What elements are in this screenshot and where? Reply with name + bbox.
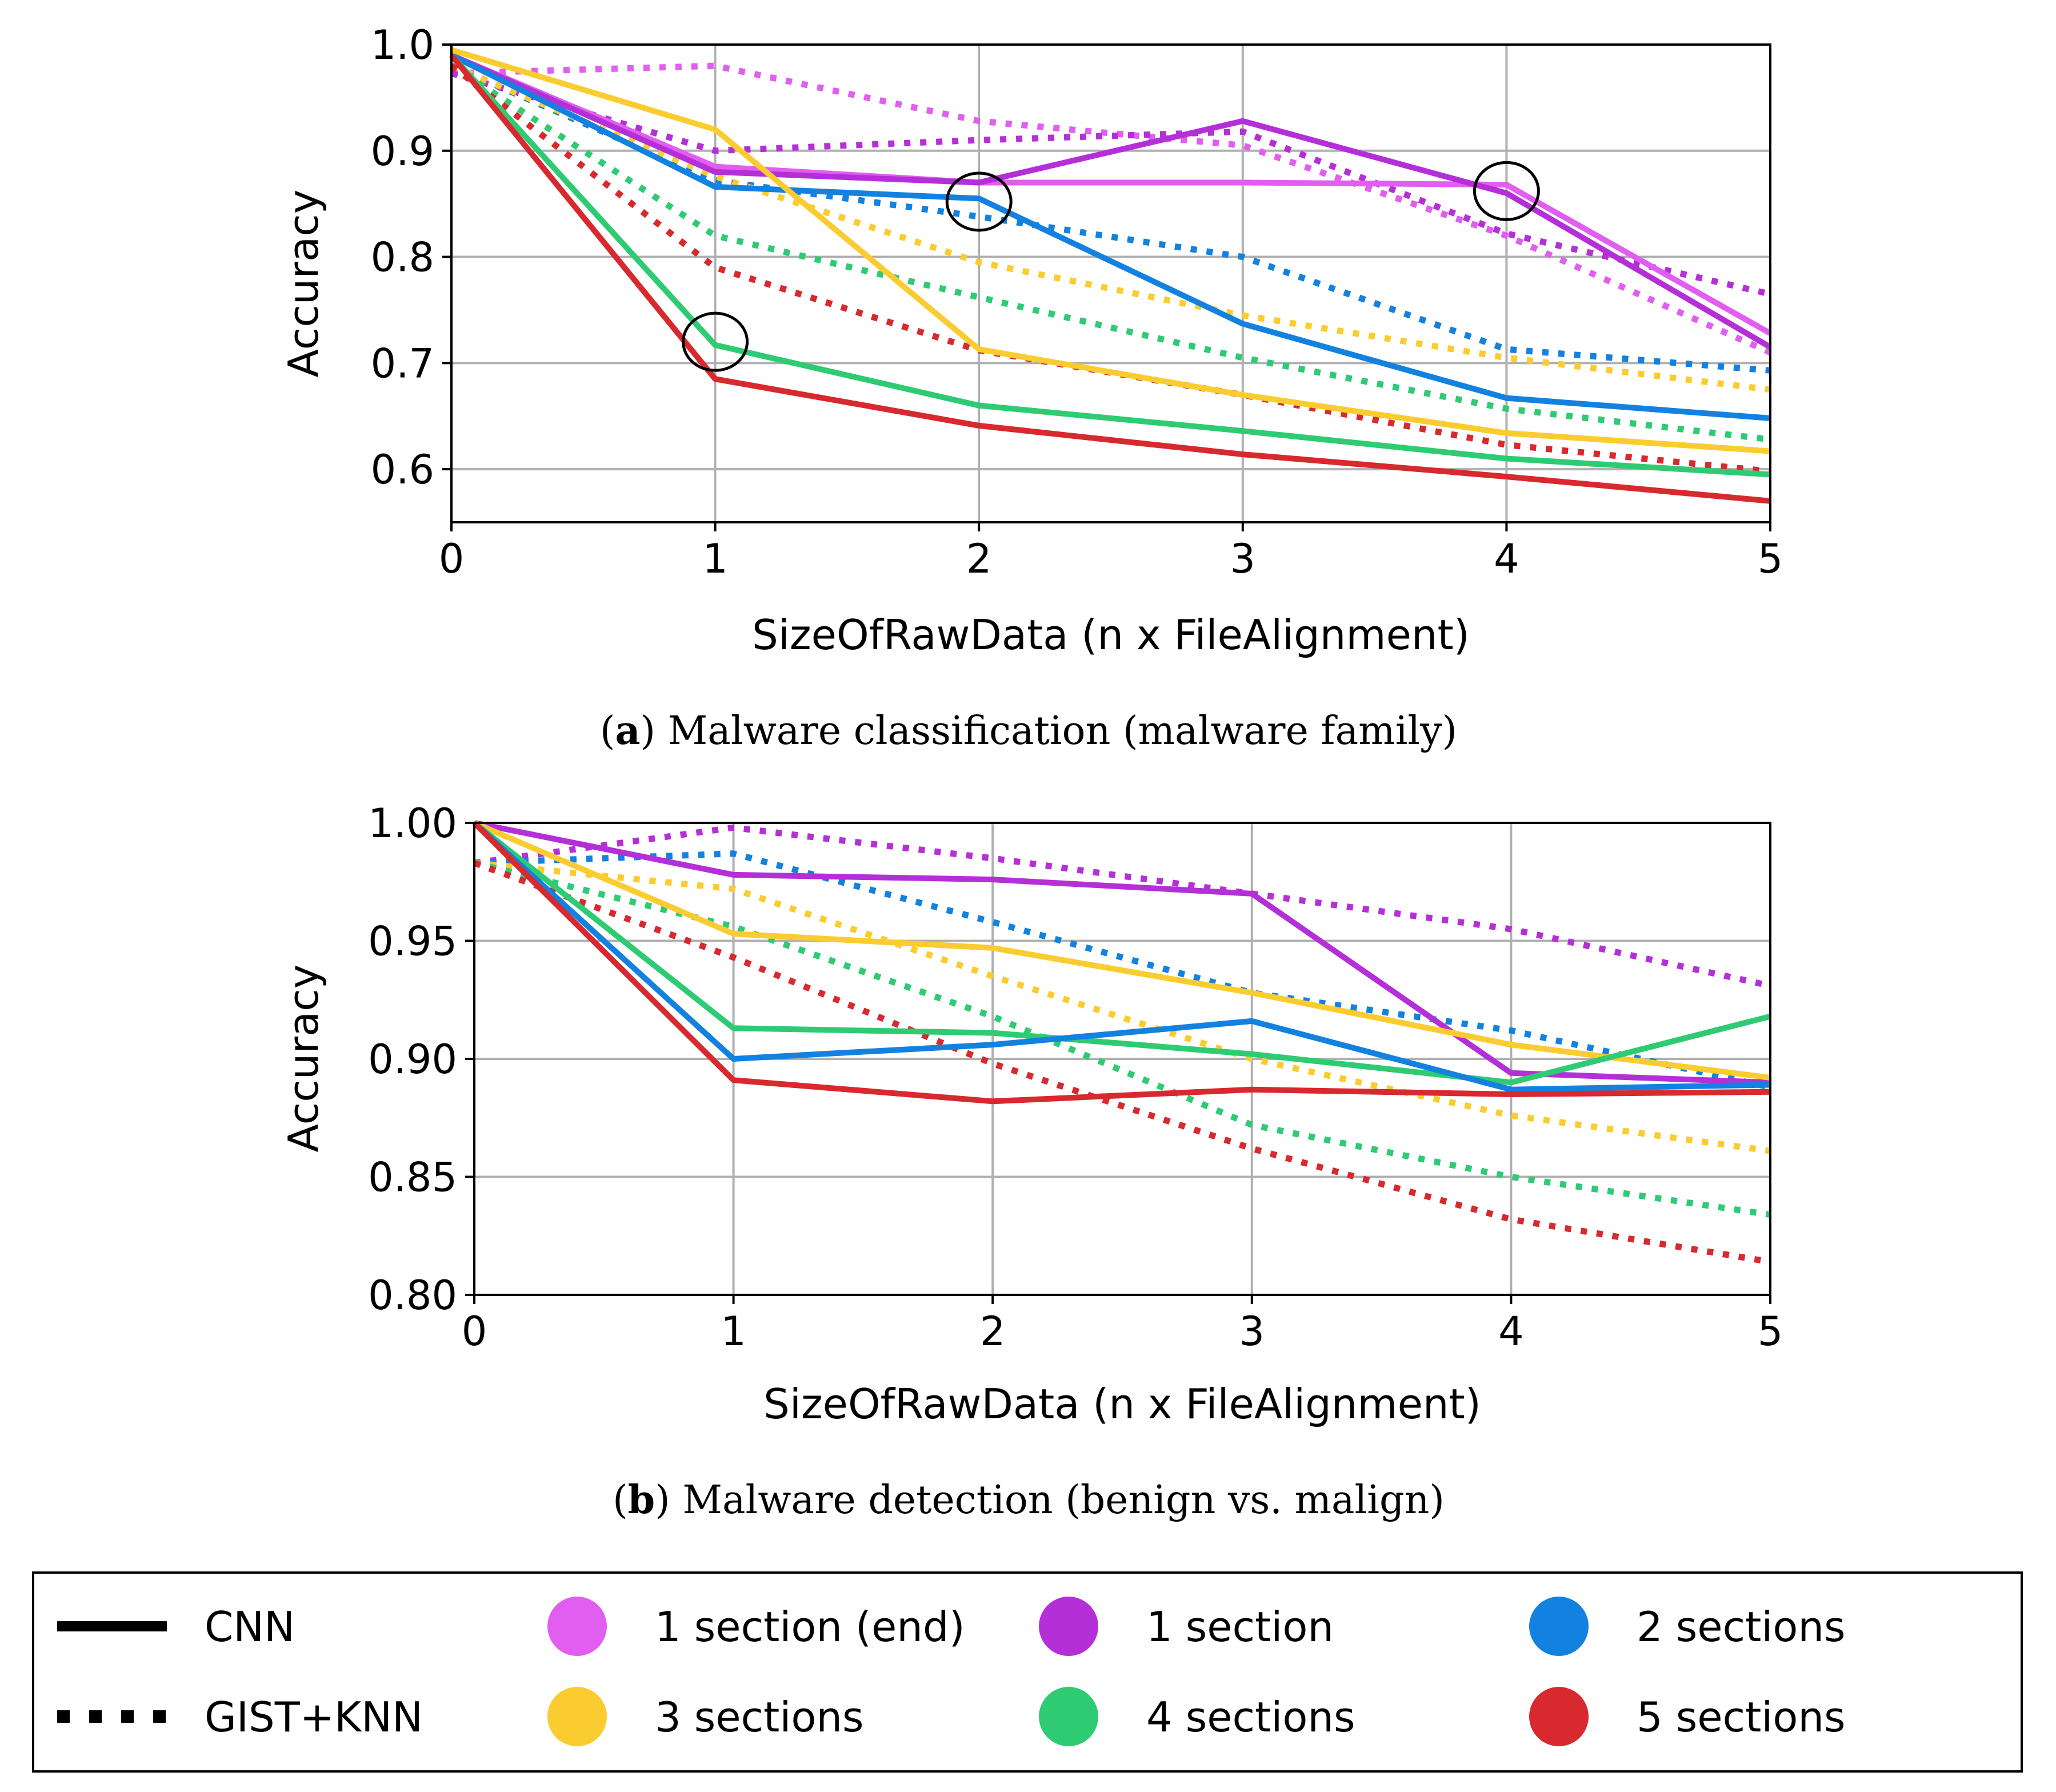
panel-b-line-cnn-4-sections (472, 821, 1771, 1086)
panel-a-line-cnn-1-section-end (450, 52, 1772, 336)
panel-a-caption-letter: a (615, 708, 640, 754)
panel-a-line-gist-knn-1-section-end (451, 62, 1772, 355)
panel-b-caption-text: Malware detection (benign vs. malign) (682, 1478, 1445, 1523)
panel-a-line-cnn-1-section (450, 53, 1772, 350)
panel-a-y-tick-label: 0.9 (371, 128, 434, 175)
legend-swatch-2-sections (1529, 1597, 1589, 1656)
panel-a-plot-frame (450, 43, 1771, 523)
panel-b-x-tick-label: 3 (1239, 1308, 1265, 1355)
panel-a-annotation-circle (1473, 161, 1540, 221)
panel-a-x-tick-label: 1 (702, 535, 728, 582)
panel-a-series-lines (449, 47, 1772, 504)
legend-swatch-1-section (1039, 1597, 1098, 1656)
panel-b-grid (473, 822, 1771, 1296)
panel-b-y-tick-label: 0.80 (368, 1272, 457, 1319)
legend-swatch-4-sections (1039, 1687, 1098, 1746)
panel-b-y-tick-label: 1.00 (368, 800, 457, 847)
panel-b-series-lines (472, 820, 1771, 1265)
panel-a-annotation-circle (945, 171, 1013, 232)
panel-b-y-tick-label: 0.95 (368, 918, 457, 965)
legend-label-3-sections: 3 sections (655, 1693, 864, 1741)
panel-a-caption: (a) Malware classification (malware fami… (600, 708, 1457, 754)
panel-a-x-axis-label: SizeOfRawData (n x FileAlignment) (752, 611, 1470, 659)
panel-b-x-tick-label: 4 (1498, 1308, 1524, 1355)
legend-cnn-label: CNN (205, 1603, 295, 1651)
legend-gist-knn-label: GIST+KNN (205, 1693, 423, 1741)
panel-b-caption-letter: b (628, 1477, 655, 1523)
panel-a-line-cnn-3-sections (450, 47, 1771, 454)
panel-a-y-tick-label: 0.7 (371, 340, 434, 387)
panel-b-x-tick-label: 2 (980, 1308, 1006, 1355)
panel-a-line-gist-knn-3-sections (450, 63, 1771, 393)
panel-a-x-tick-label: 3 (1230, 535, 1256, 582)
panel-b-y-tick-label: 0.90 (368, 1036, 457, 1083)
panel-b-y-tick-label: 0.85 (368, 1154, 457, 1201)
panel-b-line-cnn-5-sections (472, 821, 1771, 1105)
panel-a-y-axis-label: Accuracy (279, 190, 327, 378)
chart-panel-b: 0 1 2 3 4 5 0.80 0.85 0.90 0.95 1.00 SizeOfRawData… (279, 800, 1783, 1523)
panel-b-x-tick-label: 0 (462, 1308, 487, 1355)
legend-swatch-1-section-end (547, 1597, 607, 1656)
panel-a-line-gist-knn-1-section (450, 70, 1771, 297)
legend: CNN GIST+KNN 1 section (end) 1 section 2… (32, 1571, 2023, 1773)
panel-a-x-tick-label: 2 (966, 535, 992, 582)
panel-b-x-tick-label: 5 (1758, 1308, 1783, 1355)
panel-b-line-gist-knn-1-section (474, 824, 1771, 989)
panel-a-line-cnn-2-sections (450, 53, 1771, 421)
panel-a-y-tick-label: 1.0 (371, 22, 434, 69)
panel-a-x-tick-label: 4 (1494, 535, 1519, 582)
panel-a-line-cnn-4-sections (449, 53, 1771, 478)
panel-a-ticks: 0 1 2 3 4 5 0.6 0.7 0.8 0.9 1.0 (371, 22, 1783, 582)
panel-b-line-cnn-3-sections (473, 820, 1771, 1081)
panel-a-line-gist-knn-4-sections (450, 63, 1771, 443)
legend-label-1-section: 1 section (1146, 1603, 1334, 1651)
legend-label-2-sections: 2 sections (1637, 1603, 1846, 1651)
panel-b-x-tick-label: 1 (721, 1308, 746, 1355)
panel-b-y-axis-label: Accuracy (279, 965, 327, 1153)
legend-swatch-3-sections (547, 1687, 607, 1746)
panel-a-grid (450, 43, 1771, 522)
legend-box (32, 1571, 2023, 1773)
panel-a-y-tick-label: 0.8 (371, 234, 434, 281)
panel-a-caption-text: Malware classification (malware family) (668, 709, 1457, 754)
panel-b-line-gist-knn-5-sections (473, 860, 1771, 1265)
panel-b-ticks: 0 1 2 3 4 5 0.80 0.85 0.90 0.95 1.00 (368, 800, 1783, 1355)
panel-b-line-cnn-1-section (474, 820, 1771, 1086)
panel-b-caption: (b) Malware detection (benign vs. malign… (613, 1477, 1445, 1523)
chart-panel-a: 0 1 2 3 4 5 0.6 0.7 0.8 0.9 1.0 SizeOfRawData (n x… (279, 22, 1783, 754)
legend-label-4-sections: 4 sections (1146, 1693, 1355, 1741)
panel-b-line-gist-knn-4-sections (473, 859, 1771, 1218)
panel-b-line-gist-knn-2-sections (474, 850, 1771, 1090)
legend-swatch-5-sections (1529, 1687, 1589, 1746)
panel-a-x-tick-label: 5 (1758, 535, 1783, 582)
panel-a-x-tick-label: 0 (439, 535, 465, 582)
legend-label-5-sections: 5 sections (1637, 1693, 1846, 1741)
panel-a-annotations (682, 161, 1540, 372)
panel-a-line-cnn-5-sections (449, 53, 1771, 504)
panel-a-annotation-circle (682, 311, 749, 372)
panel-b-line-cnn-2-sections (472, 821, 1771, 1093)
legend-label-1-section-end: 1 section (end) (655, 1603, 965, 1651)
panel-a-y-tick-label: 0.6 (371, 446, 434, 493)
panel-b-x-axis-label: SizeOfRawData (n x FileAlignment) (763, 1380, 1481, 1428)
